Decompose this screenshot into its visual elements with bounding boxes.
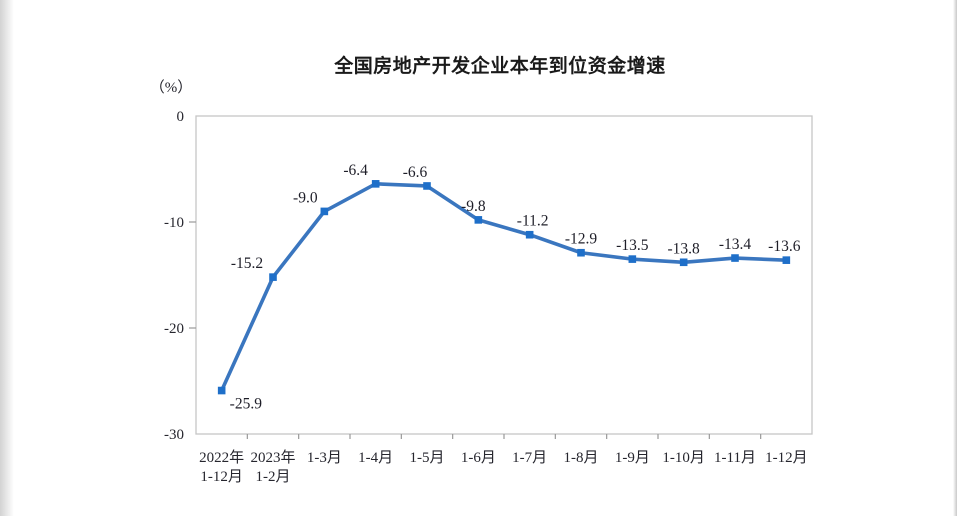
y-axis-tick-label: 0 <box>177 109 185 125</box>
x-axis-tick-label: 1-2月 <box>256 469 291 485</box>
x-axis-tick-label: 1-11月 <box>714 450 756 466</box>
data-point-label: -9.0 <box>293 189 318 206</box>
x-axis-tick-label: 1-5月 <box>410 450 445 466</box>
plot-border <box>195 115 813 435</box>
data-point-marker <box>320 207 329 216</box>
x-axis-tick-label: 2022年 <box>199 449 244 466</box>
x-axis-tick-label: 1-10月 <box>662 450 705 466</box>
x-axis-tick-label: 2023年 <box>250 449 295 466</box>
y-axis-tick-label: -10 <box>164 215 184 231</box>
data-point-label: -13.4 <box>719 236 752 253</box>
chart-title: 全国房地产开发企业本年到位资金增速 <box>334 56 666 77</box>
data-point-marker <box>474 216 483 224</box>
page-left-edge-shadow <box>0 0 14 516</box>
data-point-marker <box>217 386 226 395</box>
x-axis-tick-label: 1-4月 <box>358 450 393 466</box>
y-axis-tick-label: -30 <box>164 427 184 443</box>
data-point-marker <box>731 254 739 262</box>
x-axis-tick-label: 1-8月 <box>564 450 599 466</box>
y-axis-tick-label: -20 <box>164 321 184 337</box>
x-axis-tick-label: 1-9月 <box>615 450 650 466</box>
data-point-label: -13.6 <box>768 238 801 255</box>
x-axis-tick-label: 1-3月 <box>307 450 342 466</box>
data-point-label: -6.6 <box>403 164 428 181</box>
data-point-marker <box>628 255 637 263</box>
data-point-marker <box>782 256 791 264</box>
data-point-marker <box>423 182 431 190</box>
page-right-edge-shadow <box>953 0 957 516</box>
data-point-label: -25.9 <box>230 396 263 413</box>
x-axis-tick-label: 1-6月 <box>461 450 496 466</box>
data-line <box>219 182 789 393</box>
y-axis-unit-label: （%） <box>149 80 193 96</box>
data-point-marker <box>269 273 277 281</box>
data-point-marker <box>525 230 534 239</box>
data-point-label: -11.2 <box>517 213 549 230</box>
x-axis-tick-label: 1-12月 <box>765 450 808 466</box>
x-axis-tick-label: 1-12月 <box>200 469 243 485</box>
data-point-label: -6.4 <box>343 162 368 179</box>
data-point-marker <box>371 180 380 188</box>
data-point-marker <box>577 248 585 257</box>
data-point-label: -15.2 <box>231 255 263 272</box>
data-point-label: -13.5 <box>616 237 649 254</box>
x-axis-tick-label: 1-7月 <box>512 450 547 466</box>
data-point-label: -9.8 <box>461 198 486 215</box>
data-point-label: -13.8 <box>668 240 701 257</box>
data-point-marker <box>679 258 688 267</box>
data-point-label: -12.9 <box>565 231 598 248</box>
